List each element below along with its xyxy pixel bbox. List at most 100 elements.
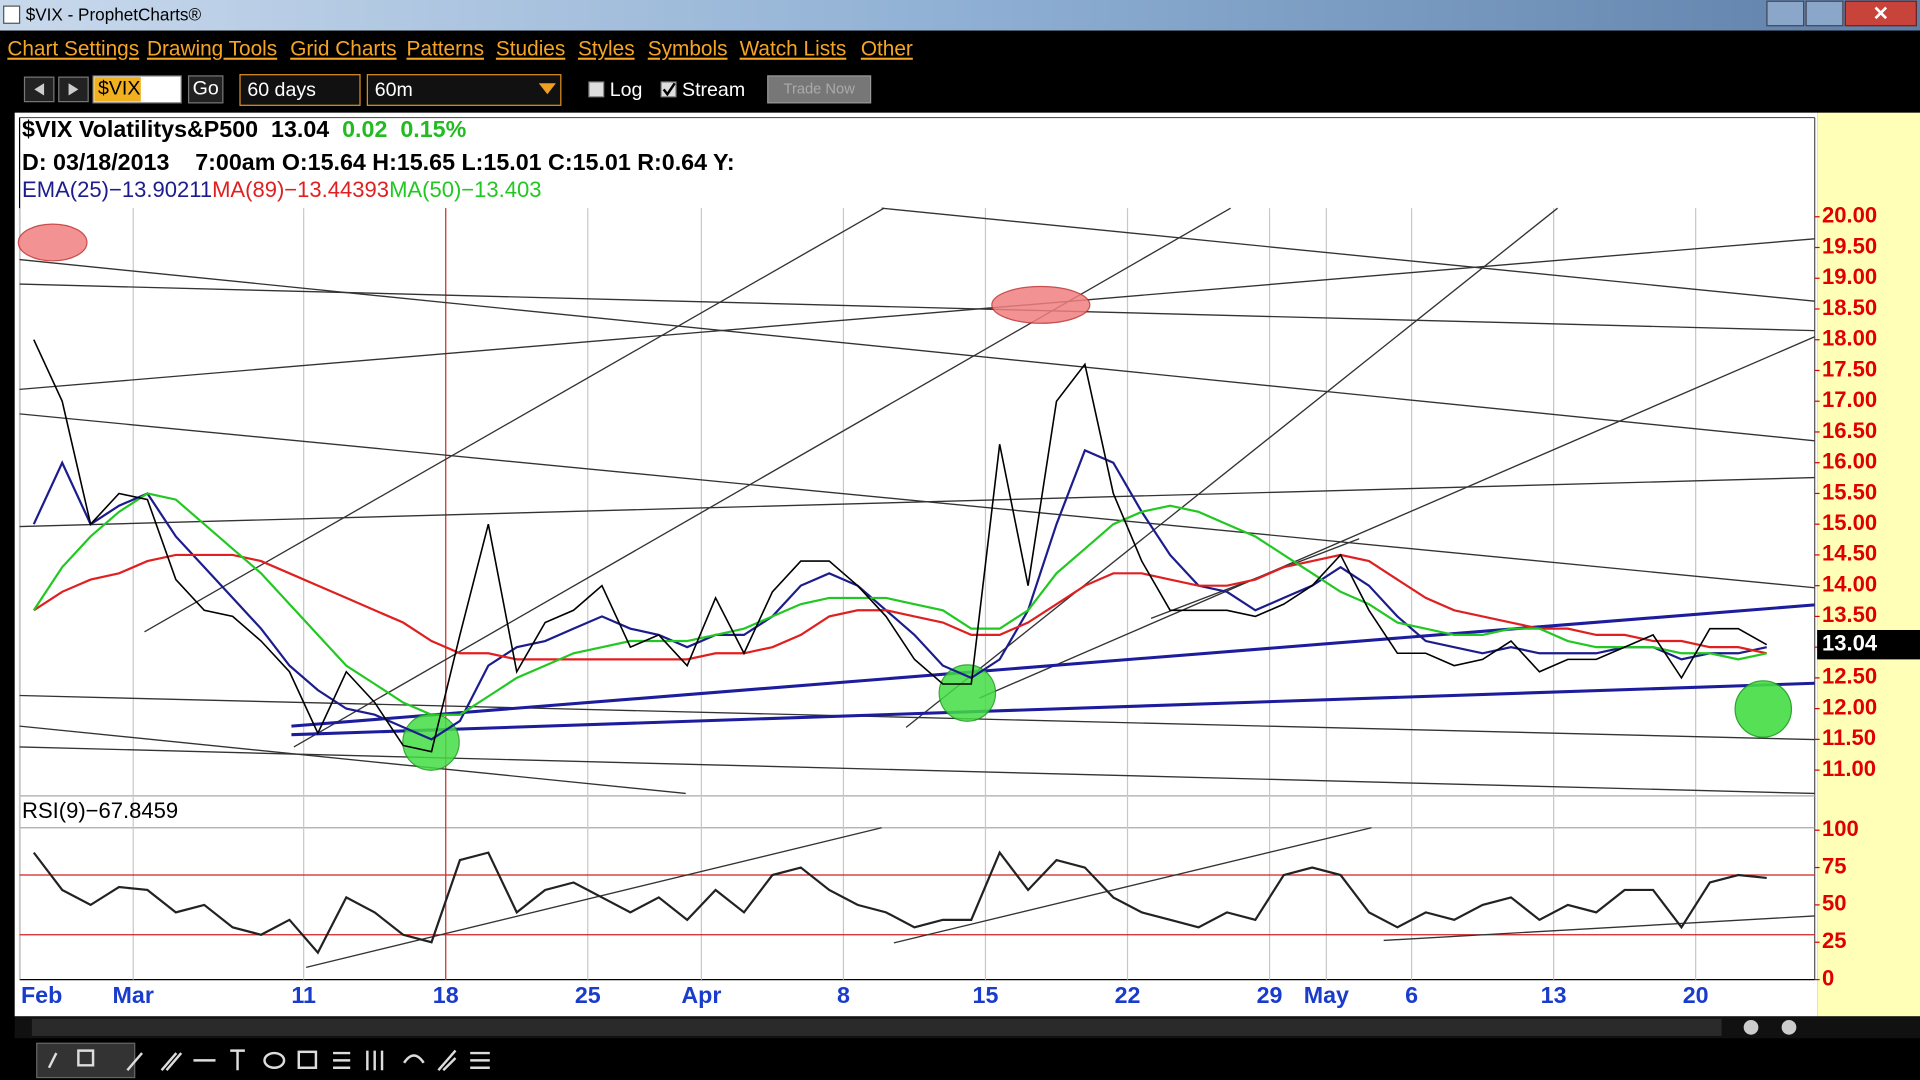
menu-item[interactable]: Studies [496,38,565,61]
plot [32,339,1768,955]
change-pct: 0.15% [400,116,466,142]
last-price: 13.04 [271,116,329,142]
menu-item[interactable]: Watch Lists [740,38,847,61]
grid [18,208,1815,980]
y-tick-label: 15.50 [1822,479,1877,504]
minimize-button[interactable] [1766,0,1805,27]
x-tick-label: 11 [291,982,316,1008]
chart-area [14,112,1818,1017]
x-tick-label: 6 [1405,982,1418,1008]
menu-bar [0,30,1920,70]
y-tick-label: 16.00 [1822,449,1877,474]
log-label: Log [610,79,643,101]
y-tick-label: 20.00 [1822,203,1877,228]
drawing-tools [47,1049,490,1072]
x-tick-label: 13 [1541,982,1567,1008]
x-tick-label: 8 [837,982,850,1008]
last-price-label: 13.04 [1822,631,1878,656]
symbol-name: $VIX Volatilitys&P500 [22,116,258,142]
highlights [17,223,1793,771]
series-line [32,448,1767,741]
menu-item[interactable]: Other [861,38,913,61]
series-line [33,339,1768,753]
y-tick-label: 19.50 [1822,233,1877,258]
log-checkbox[interactable] [588,81,605,98]
trendlines [19,207,1815,969]
menu-item[interactable]: Grid Charts [290,38,396,61]
y-tick-label: 14.00 [1822,571,1877,596]
series-line [33,553,1767,661]
range-select[interactable] [239,74,361,106]
y-tick-label: 13.50 [1822,602,1877,627]
interval-select[interactable] [366,74,562,106]
y-tick-label: 14.50 [1822,541,1877,566]
close-button[interactable] [1844,0,1917,27]
legend-entry: MA(89)−13.44393 [212,177,389,202]
menu-item[interactable]: Symbols [648,38,728,61]
x-tick-label: 22 [1115,982,1141,1008]
legend-entry: RSI(9)−67.8459 [22,798,178,823]
symbol-highlight [94,77,141,102]
y-tick-label: 0 [1822,965,1834,990]
last-price-box [1817,629,1920,660]
menu: Chart Settings Drawing Tools Grid Charts Pa… [7,38,913,61]
zoom-in[interactable] [1743,1020,1759,1035]
chart-header: $VIX Volatilitys&P500 13.04 0.02 0.15% [22,116,467,142]
go-label: Go [193,78,219,100]
x-tick-label: 15 [973,982,999,1008]
trade-label: Trade Now [784,81,856,97]
y-tick-label: 25 [1822,928,1847,953]
bar-info: D: 03/18/2013 7:00am O:15.64 H:15.65 L:1… [22,149,735,175]
y-tick-label: 11.50 [1822,725,1876,750]
check-mark [662,82,676,97]
x-tick-label: Mar [113,982,154,1008]
y-tick-label: 18.50 [1822,295,1877,320]
trade-button[interactable] [767,75,872,104]
go-button[interactable] [187,75,224,104]
dropdown-arrow [538,83,556,95]
window-title: $VIX - ProphetCharts® [26,4,202,24]
arrows [34,83,79,96]
maximize-button[interactable] [1805,0,1844,27]
drawing-toolbar [0,1038,1920,1080]
y-tick-label: 11.00 [1822,756,1876,781]
menu-item[interactable]: Drawing Tools [147,38,277,61]
series-line [32,850,1767,955]
y-tick-label: 12.00 [1822,694,1877,719]
menu-item[interactable]: Patterns [407,38,484,61]
y-tick-label: 17.00 [1822,387,1877,412]
x-tick-label: 20 [1683,982,1709,1008]
x-tick-label: May [1304,982,1349,1008]
menu-item[interactable]: Styles [578,38,635,61]
range-label: 60 days [247,79,316,101]
y-tick-label: 17.50 [1822,356,1877,381]
y-tick-label: 50 [1822,891,1847,916]
rsi-label: RSI(9)−67.8459 [22,798,178,823]
app-icon [3,5,21,24]
y-tick-label: 12.50 [1822,664,1877,689]
x-tick-label: Feb [21,982,62,1008]
menu-item[interactable]: Chart Settings [7,38,139,61]
legend: EMA(25)−13.90211MA(89)−13.44393MA(50)−13… [22,177,542,202]
y-tick-label: 19.00 [1822,264,1877,289]
y-tick-label: 16.50 [1822,418,1877,443]
symbol-text: $VIX [98,78,140,100]
y-tick-label: 18.00 [1822,326,1877,351]
scroll-track [31,1018,1722,1036]
stream-label: Stream [682,79,745,101]
legend-entry: EMA(25)−13.90211 [22,177,212,202]
interval-label: 60m [375,79,413,101]
x-tick-label: Apr [681,982,721,1008]
x-tick-label: 18 [433,982,459,1008]
x-tick-label: 29 [1257,982,1283,1008]
axis-area [1817,112,1920,1017]
y-tick-label: 15.00 [1822,510,1877,535]
y-tick-label: 100 [1822,816,1859,841]
change: 0.02 [342,116,387,142]
title-bar [0,0,1920,31]
legend-entry: MA(50)−13.403 [389,177,541,202]
close-icon: ✕ [1873,3,1889,25]
zoom-out[interactable] [1781,1020,1797,1035]
